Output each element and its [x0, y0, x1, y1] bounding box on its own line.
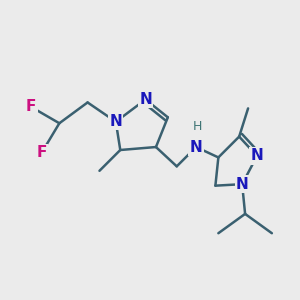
- Text: N: N: [250, 148, 263, 164]
- Text: N: N: [110, 114, 122, 129]
- Text: F: F: [36, 146, 47, 160]
- Text: N: N: [236, 177, 248, 192]
- Text: N: N: [139, 92, 152, 107]
- Text: H: H: [193, 120, 202, 133]
- Text: F: F: [26, 99, 36, 114]
- Text: N: N: [190, 140, 202, 154]
